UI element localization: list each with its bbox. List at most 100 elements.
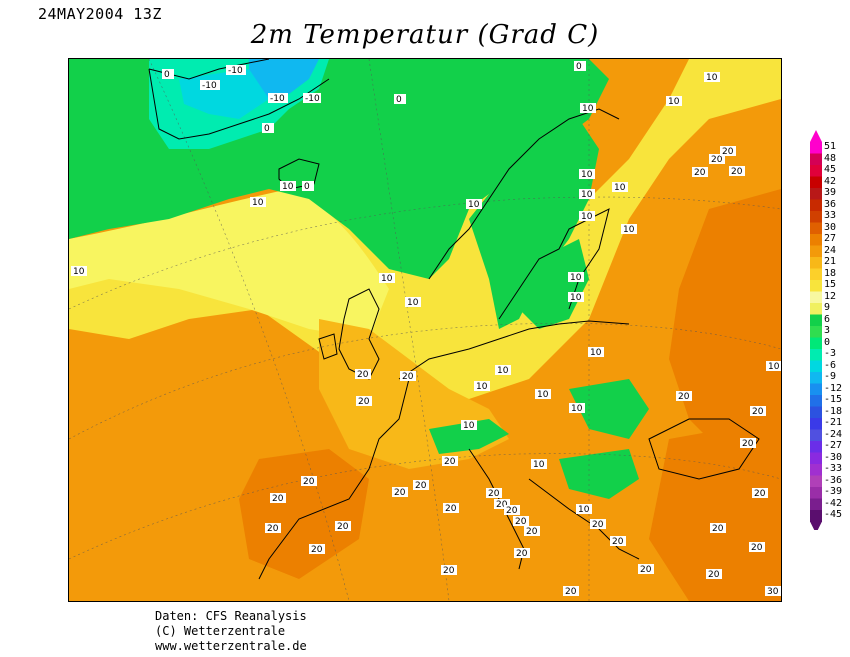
iso-label: 20: [749, 542, 765, 553]
iso-label: 10: [250, 197, 266, 208]
svg-text:20: 20: [754, 489, 766, 499]
iso-label: 10: [568, 292, 584, 303]
legend-label: -6: [824, 359, 837, 371]
legend-label: -36: [824, 474, 843, 486]
svg-text:10: 10: [570, 293, 582, 303]
field-green-carpathians: [569, 379, 649, 439]
svg-text:20: 20: [488, 489, 500, 499]
legend-swatch: [810, 303, 822, 315]
svg-text:10: 10: [407, 298, 419, 308]
svg-text:10: 10: [468, 200, 480, 210]
field-green-scandinavia: [469, 119, 599, 329]
iso-label: 20: [400, 371, 416, 382]
svg-text:20: 20: [565, 587, 577, 597]
svg-text:20: 20: [267, 524, 279, 534]
legend-swatch: [810, 291, 822, 304]
svg-text:20: 20: [640, 565, 652, 575]
iso-label: 10: [569, 403, 585, 414]
coastline-black-sea: [648, 418, 760, 480]
field-green-baltic: [519, 239, 589, 329]
isotherm-labels: 0 -10 -10 -10 -10 0 0 0 0 10 10 10 10 10…: [71, 61, 781, 597]
svg-text:10: 10: [252, 198, 264, 208]
coastline-continent: [258, 320, 630, 580]
svg-text:20: 20: [402, 372, 414, 382]
timestamp: 24MAY2004 13Z: [38, 5, 162, 23]
svg-text:10: 10: [570, 273, 582, 283]
iso-label: 20: [740, 438, 756, 449]
svg-text:10: 10: [582, 104, 594, 114]
iso-label: 0: [162, 69, 174, 80]
svg-text:20: 20: [311, 545, 323, 555]
svg-text:-10: -10: [228, 66, 243, 76]
legend-swatch: [810, 234, 822, 246]
iso-label: 20: [706, 569, 722, 580]
legend-swatch: [810, 360, 822, 373]
svg-text:10: 10: [571, 404, 583, 414]
svg-text:20: 20: [337, 522, 349, 532]
legend-label: 51: [824, 141, 837, 152]
iso-label: 20: [524, 526, 540, 537]
legend-label: 27: [824, 233, 837, 244]
legend-label: 15: [824, 279, 837, 290]
svg-text:10: 10: [463, 421, 475, 431]
iso-label: 10: [612, 182, 628, 193]
legend-label: 0: [824, 336, 831, 348]
legend-label: 9: [824, 302, 831, 313]
iso-label: 10: [580, 103, 596, 114]
iso-label: 10: [621, 224, 637, 235]
svg-text:-10: -10: [202, 81, 217, 91]
iso-label: 10: [466, 199, 482, 210]
iso-label: 10: [579, 189, 595, 200]
iso-label: 0: [302, 181, 314, 192]
svg-text:20: 20: [722, 147, 734, 157]
iso-label: 20: [309, 544, 325, 555]
legend-label: -33: [824, 463, 843, 474]
iso-label: 20: [335, 521, 351, 532]
legend-swatch: [810, 418, 822, 430]
svg-text:20: 20: [443, 566, 455, 576]
temperature-map: 0 -10 -10 -10 -10 0 0 0 0 10 10 10 10 10…: [68, 58, 782, 602]
iso-label: -10: [268, 93, 288, 104]
legend-swatch: [810, 188, 822, 200]
iso-label: 10: [495, 365, 511, 376]
svg-text:10: 10: [381, 274, 393, 284]
iso-label: 0: [262, 123, 274, 134]
iso-label: 10: [71, 266, 87, 277]
iso-label: 20: [638, 564, 654, 575]
legend-label: -42: [824, 497, 843, 509]
iso-label: 20: [563, 586, 579, 597]
legend-label: 24: [824, 244, 837, 256]
field-green-alps: [429, 419, 509, 454]
color-legend: [810, 130, 822, 530]
iso-label: 20: [443, 503, 459, 514]
legend-swatch: [810, 280, 822, 292]
iso-label: 10: [568, 272, 584, 283]
iso-label: -10: [226, 65, 246, 76]
coastline-uk: [338, 288, 380, 380]
iso-label: 10: [280, 181, 296, 192]
iso-label: 20: [494, 499, 510, 510]
iso-label: 20: [590, 519, 606, 530]
legend-label: 12: [824, 290, 837, 302]
svg-text:20: 20: [731, 167, 743, 177]
svg-text:20: 20: [357, 370, 369, 380]
iso-label: -10: [200, 80, 220, 91]
iso-label: 20: [720, 146, 736, 157]
svg-text:-10: -10: [270, 94, 285, 104]
svg-text:10: 10: [581, 170, 593, 180]
svg-text:10: 10: [282, 182, 294, 192]
legend-label: 39: [824, 187, 837, 198]
field-green-balkans: [559, 449, 639, 499]
iso-label: 10: [379, 273, 395, 284]
svg-text:10: 10: [476, 382, 488, 392]
svg-text:20: 20: [751, 543, 763, 553]
legend-swatch: [810, 498, 822, 511]
legend-swatch: [810, 372, 822, 384]
legend-swatch: [810, 429, 822, 442]
iso-label: 20: [514, 548, 530, 559]
legend-swatch: [810, 268, 822, 281]
coastline-ireland: [318, 333, 338, 360]
iso-label: 20: [301, 476, 317, 487]
field-orange-iberia: [239, 449, 369, 579]
iso-label: 20: [356, 396, 372, 407]
